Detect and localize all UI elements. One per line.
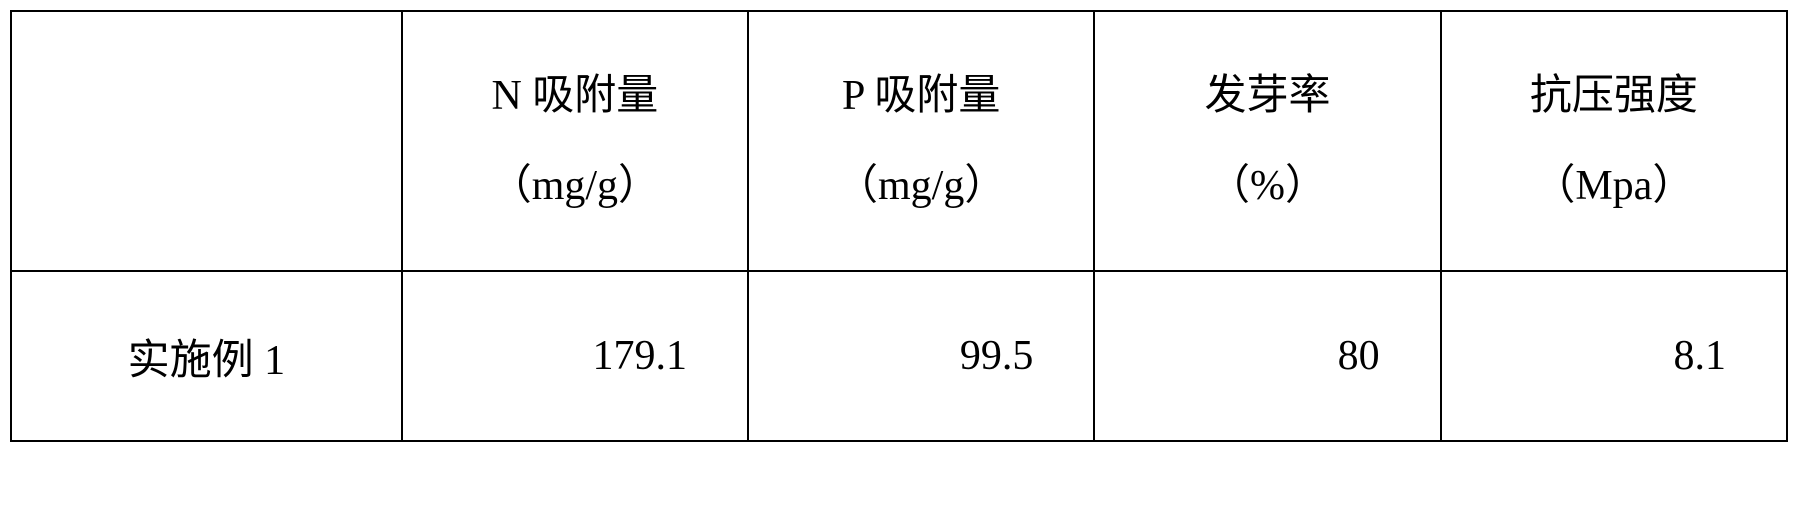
header-unit: （Mpa） bbox=[1533, 161, 1694, 211]
header-unit: （%） bbox=[1208, 161, 1327, 211]
data-value: 8.1 bbox=[1442, 332, 1786, 380]
table-row: 实施例 1 179.1 99.5 80 8.1 bbox=[11, 271, 1787, 441]
row-label: 实施例 1 bbox=[12, 326, 401, 387]
header-label: 抗压强度 bbox=[1530, 71, 1698, 121]
data-cell-p-adsorption: 99.5 bbox=[748, 271, 1094, 441]
header-cell-germination-rate: 发芽率 （%） bbox=[1094, 11, 1440, 271]
data-value: 179.1 bbox=[403, 332, 747, 380]
header-unit: （mg/g） bbox=[490, 161, 660, 211]
header-label: N 吸附量 bbox=[491, 71, 658, 121]
header-cell-p-adsorption: P 吸附量 （mg/g） bbox=[748, 11, 1094, 271]
header-label: P 吸附量 bbox=[842, 71, 1000, 121]
data-cell-compressive-strength: 8.1 bbox=[1441, 271, 1787, 441]
header-unit: （mg/g） bbox=[836, 161, 1006, 211]
data-value: 99.5 bbox=[749, 332, 1093, 380]
header-label: 发芽率 bbox=[1204, 71, 1330, 121]
header-cell-n-adsorption: N 吸附量 （mg/g） bbox=[402, 11, 748, 271]
header-cell-empty bbox=[11, 11, 402, 271]
data-cell-germination-rate: 80 bbox=[1094, 271, 1440, 441]
row-label-cell: 实施例 1 bbox=[11, 271, 402, 441]
data-table: N 吸附量 （mg/g） P 吸附量 （mg/g） 发芽率 （%） 抗压强度 （… bbox=[10, 10, 1788, 442]
header-cell-compressive-strength: 抗压强度 （Mpa） bbox=[1441, 11, 1787, 271]
data-cell-n-adsorption: 179.1 bbox=[402, 271, 748, 441]
data-value: 80 bbox=[1095, 332, 1439, 380]
table-header-row: N 吸附量 （mg/g） P 吸附量 （mg/g） 发芽率 （%） 抗压强度 （… bbox=[11, 11, 1787, 271]
